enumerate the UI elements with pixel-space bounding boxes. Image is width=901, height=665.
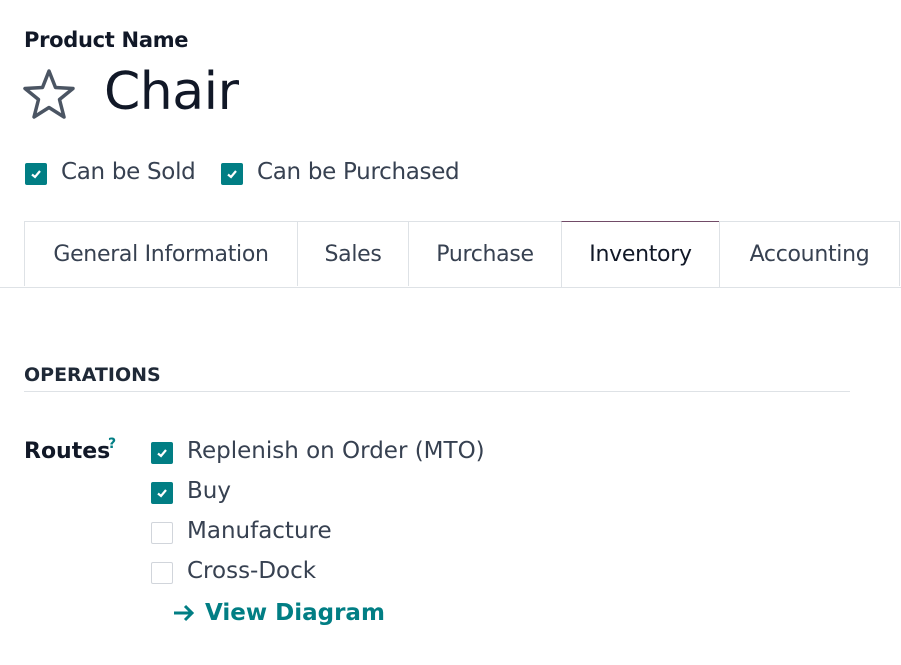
route-manufacture-label[interactable]: Manufacture [187, 518, 332, 544]
check-icon [157, 489, 167, 498]
can-be-sold-label[interactable]: Can be Sold [61, 159, 196, 185]
route-mto-checkbox[interactable] [151, 442, 173, 464]
can-be-purchased-checkbox[interactable] [221, 163, 243, 185]
product-name-input[interactable]: Chair [104, 62, 239, 122]
route-cross-dock-checkbox[interactable] [151, 562, 173, 584]
help-tooltip-icon[interactable]: ? [108, 436, 117, 452]
view-diagram-button[interactable]: View Diagram [173, 600, 385, 626]
star-outline-icon[interactable] [22, 68, 76, 120]
arrow-right-icon [174, 604, 195, 622]
notebook-tabs: General Information Sales Purchase Inven… [0, 221, 901, 288]
section-divider [24, 391, 850, 392]
route-buy-label[interactable]: Buy [187, 478, 231, 504]
product-name-label: Product Name [24, 28, 189, 52]
route-cross-dock-label[interactable]: Cross-Dock [187, 558, 317, 584]
check-icon [31, 170, 41, 179]
tab-sales[interactable]: Sales [297, 221, 409, 286]
tab-general-information[interactable]: General Information [24, 221, 298, 286]
tab-accounting[interactable]: Accounting [719, 221, 900, 286]
can-be-sold-checkbox[interactable] [25, 163, 47, 185]
routes-label: Routes [24, 439, 111, 464]
tab-purchase[interactable]: Purchase [408, 221, 562, 286]
route-manufacture-checkbox[interactable] [151, 522, 173, 544]
tab-inventory[interactable]: Inventory [561, 221, 720, 287]
check-icon [157, 449, 167, 458]
view-diagram-label: View Diagram [205, 600, 385, 626]
can-be-purchased-label[interactable]: Can be Purchased [257, 159, 460, 185]
check-icon [227, 170, 237, 179]
section-title-operations: OPERATIONS [24, 364, 161, 386]
route-buy-checkbox[interactable] [151, 482, 173, 504]
route-mto-label[interactable]: Replenish on Order (MTO) [187, 438, 485, 464]
